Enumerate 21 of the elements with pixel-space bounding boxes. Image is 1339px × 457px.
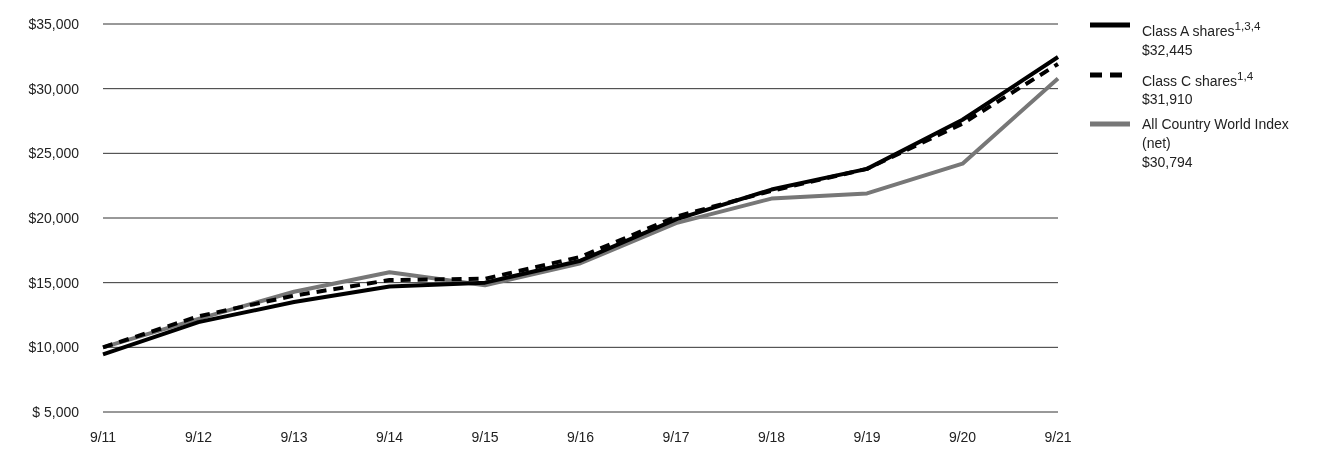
x-tick-label: 9/15 xyxy=(471,428,499,445)
y-tick-label: $20,000 xyxy=(28,209,80,226)
y-tick-label: $30,000 xyxy=(28,80,80,97)
x-tick-label: 9/21 xyxy=(1044,428,1072,445)
x-tick-label: 9/11 xyxy=(89,428,117,445)
x-tick-label: 9/17 xyxy=(662,428,690,445)
text: Class C shares$^{1,4}$ $31,910 xyxy=(1142,68,1254,108)
y-tick-label: $10,000 xyxy=(28,339,80,356)
y-tick-label: $25,000 xyxy=(28,145,80,162)
text: Class A shares$^{1,3,4}$ $32,445 xyxy=(1142,19,1261,58)
x-tick-label: 9/16 xyxy=(566,428,595,445)
x-tick-label: 9/18 xyxy=(757,428,786,445)
legend-label: All Country World Index (net) $30,794 xyxy=(1142,115,1290,173)
x-tick-label: 9/13 xyxy=(280,428,308,445)
x-tick-label: 9/19 xyxy=(853,428,881,445)
y-tick-label: $35,000 xyxy=(28,15,80,32)
x-tick-label: 9/12 xyxy=(184,428,213,445)
x-tick-label: 9/20 xyxy=(948,428,977,445)
x-tick-label: 9/14 xyxy=(375,428,404,445)
y-tick-label: $ 5,000 xyxy=(32,403,80,420)
y-tick-label: $15,000 xyxy=(28,274,80,291)
